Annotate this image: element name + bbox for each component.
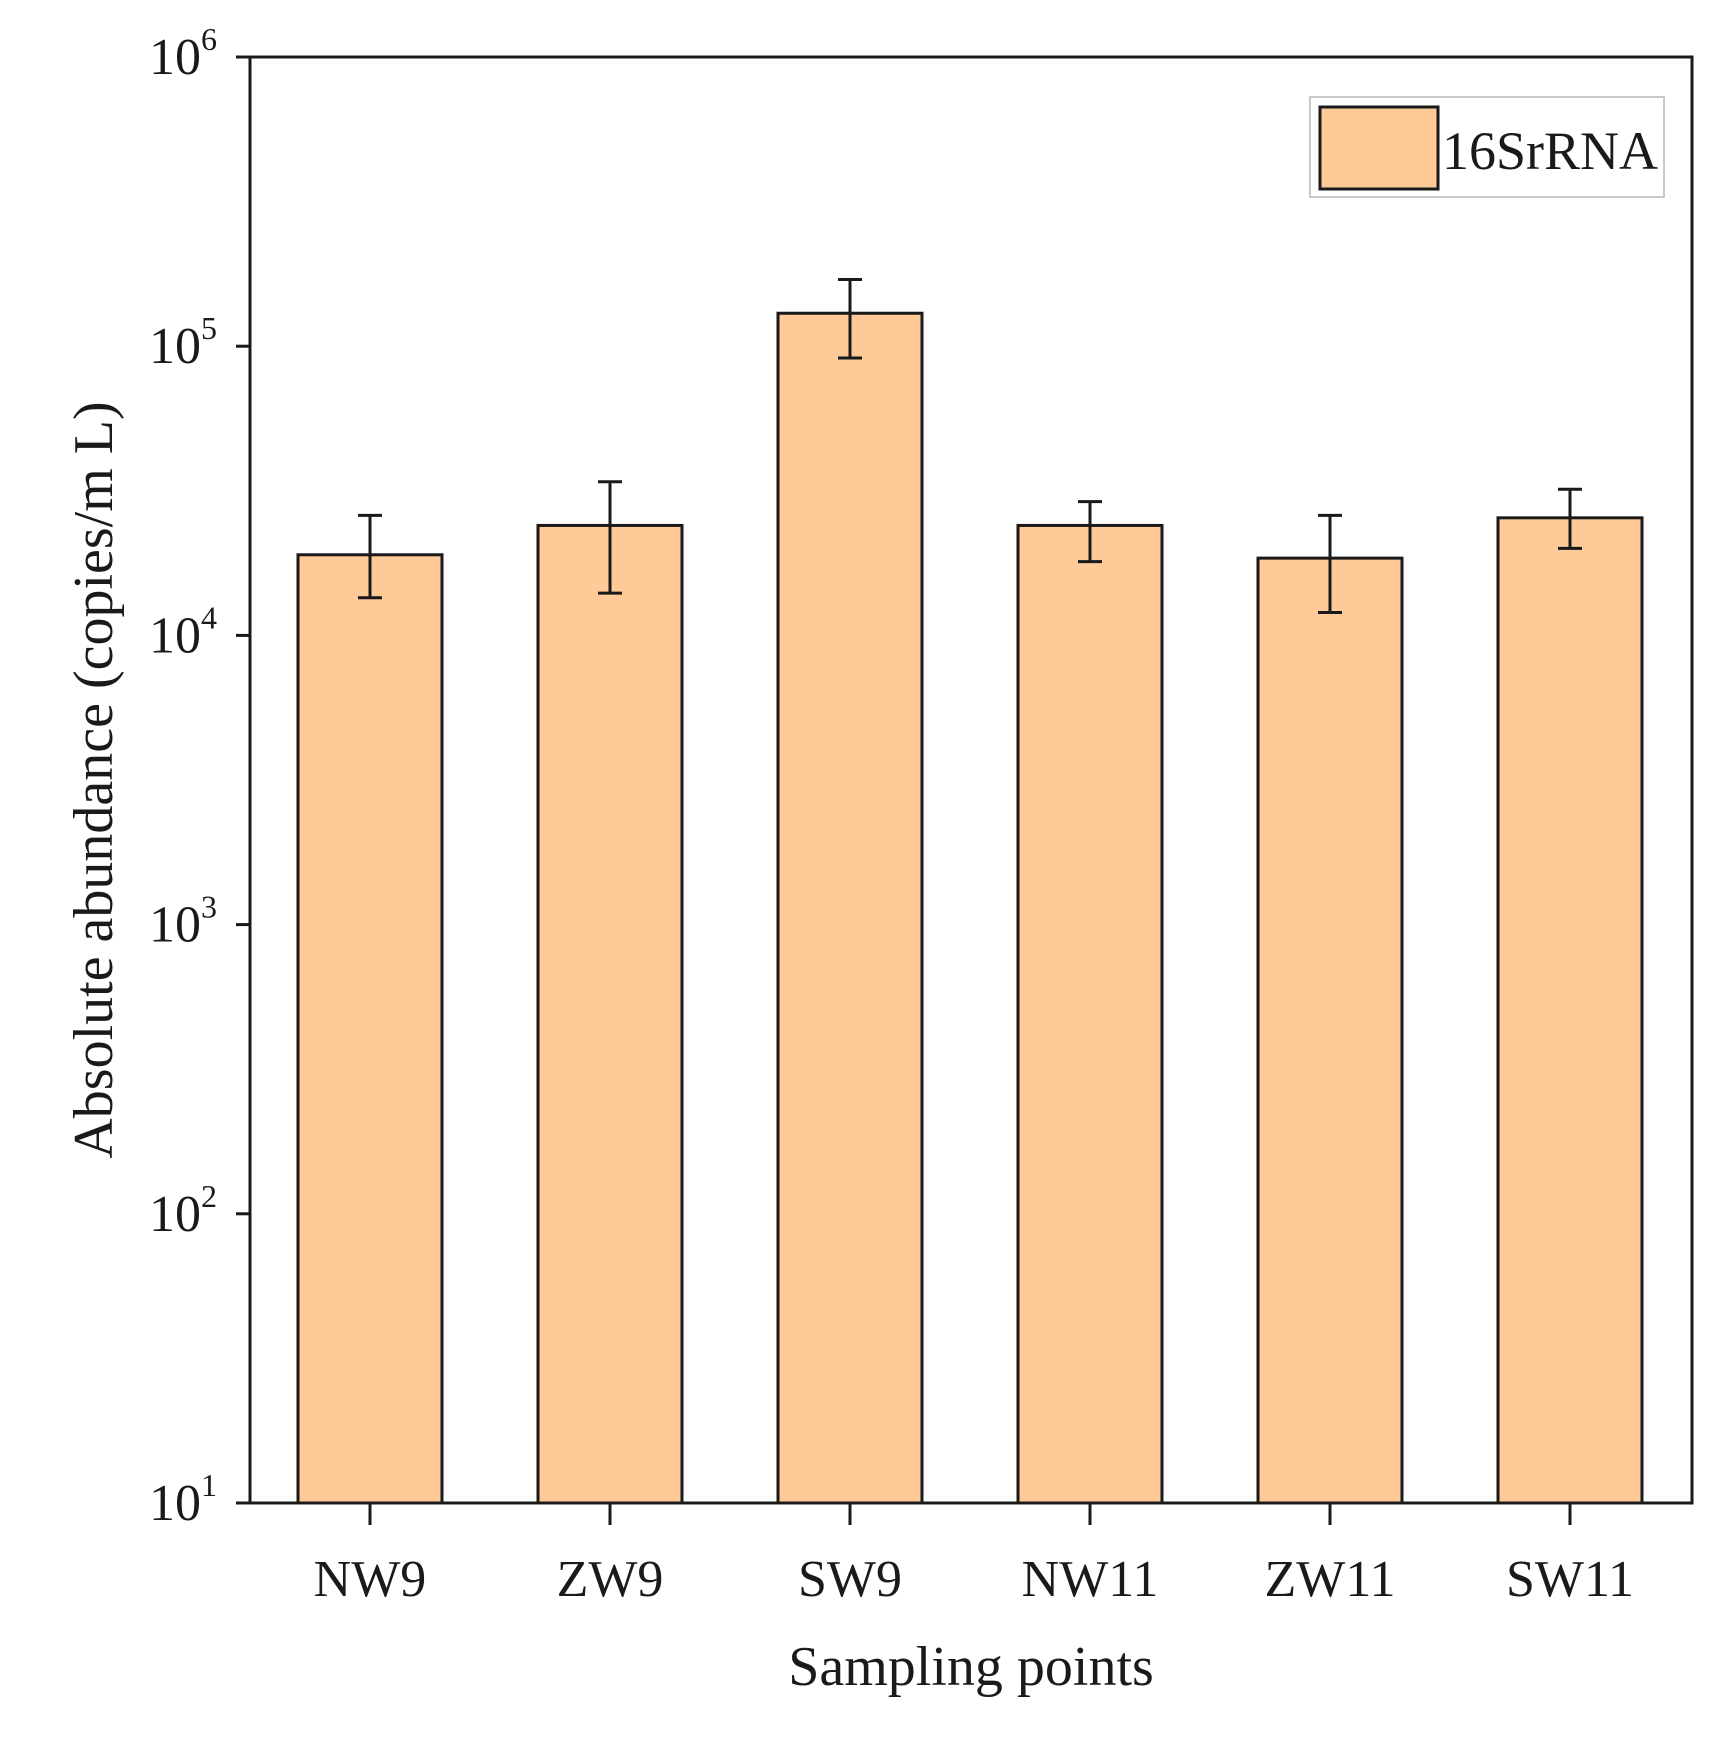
legend-label: 16SrRNA (1442, 121, 1658, 181)
x-tick-label-nw11: NW11 (1022, 1551, 1159, 1608)
legend: 16SrRNA (1309, 96, 1665, 198)
legend-swatch (1318, 105, 1440, 191)
x-tick-label-zw9: ZW9 (557, 1551, 664, 1608)
y-tick-label: 105 (149, 310, 217, 375)
x-tick-label-sw11: SW11 (1506, 1551, 1634, 1608)
error-bar-zw9 (598, 480, 622, 595)
y-tick-label: 103 (149, 889, 217, 954)
x-tick-label-nw9: NW9 (314, 1551, 427, 1608)
x-axis: NW9 ZW9 SW9 NW11 ZW11 SW11 (314, 1503, 1634, 1608)
y-axis: 101 102 103 104 105 106 (149, 21, 250, 1532)
bar-zw9 (536, 523, 684, 1505)
x-axis-title: Sampling points (788, 1636, 1154, 1698)
x-tick-label-zw11: ZW11 (1265, 1551, 1396, 1608)
error-bar-nw9 (358, 513, 382, 600)
x-tick-label-sw9: SW9 (798, 1551, 902, 1608)
y-tick-label: 104 (149, 599, 217, 664)
bar-nw9 (296, 553, 444, 1505)
y-axis-title: Absolute abundance (copies/m L) (63, 401, 125, 1158)
bar-nw11 (1016, 523, 1164, 1505)
bars-layer (296, 311, 1644, 1505)
y-tick-label: 106 (149, 21, 217, 86)
plot-frame (248, 55, 1694, 1505)
error-bar-sw9 (838, 278, 862, 360)
y-tick-label: 102 (149, 1178, 217, 1243)
bar-sw9 (776, 311, 924, 1505)
error-bar-sw11 (1558, 487, 1582, 550)
error-bar-nw11 (1078, 500, 1102, 564)
bar-sw11 (1496, 516, 1644, 1505)
error-bar-zw11 (1318, 513, 1342, 615)
error-bars-layer (358, 278, 1582, 615)
bar-zw11 (1256, 556, 1404, 1505)
y-tick-label: 101 (149, 1467, 217, 1532)
